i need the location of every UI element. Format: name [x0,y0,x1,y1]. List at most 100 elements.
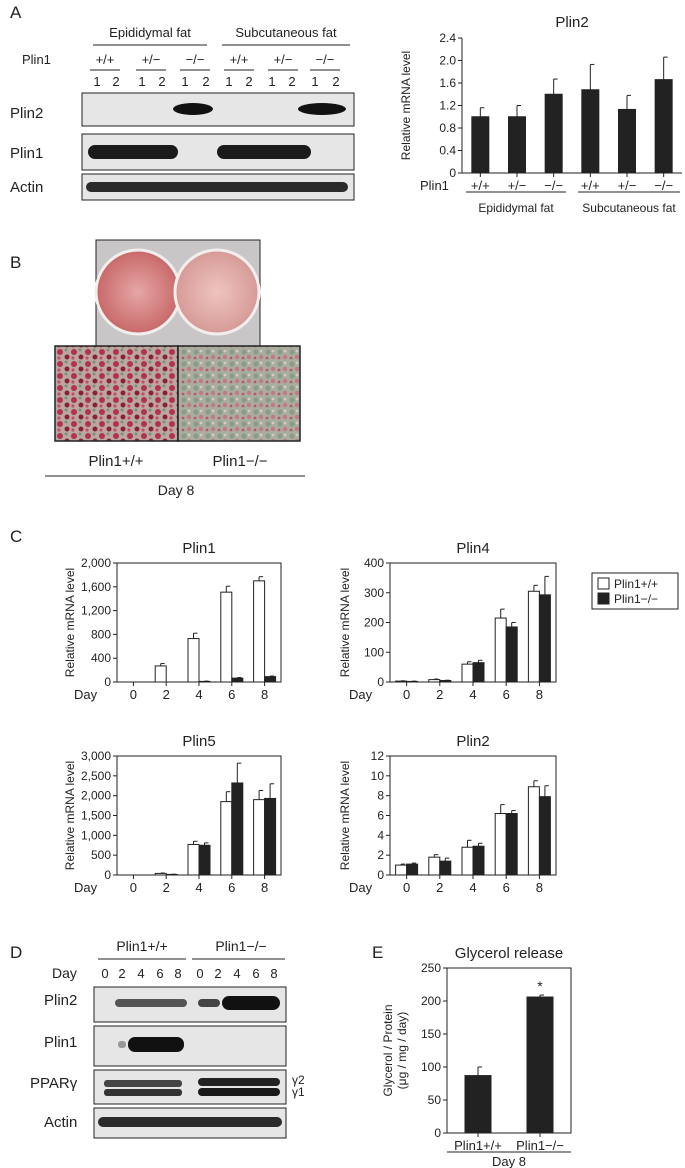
blot-d-plin1-band [128,1037,184,1052]
bar [494,617,507,683]
legend-c: Plin1+/+ Plin1−/− [591,572,679,610]
bar [439,680,452,683]
x-tick-label: 0 [130,880,137,895]
x-tick-label: 6 [228,687,235,702]
y-tick-label: 10 [371,769,385,783]
chart-title: Plin2 [555,14,588,31]
y-tick-label: 2 [377,848,384,862]
bar [395,864,408,876]
x-tick-label: 2 [163,880,170,895]
blot-a-lane: 2 [245,74,252,89]
bar [231,782,244,876]
legend-swatch-knockout [597,592,610,605]
blot-d-pparg-band-g1 [198,1088,280,1096]
bar [472,662,485,683]
y-tick-label: 1.6 [439,76,456,90]
legend-label-knockout: Plin1−/− [614,592,658,606]
bar [264,676,277,683]
y-tick-label: 0.8 [439,121,456,135]
bar [472,845,485,876]
blot-a-genotype: +/+ [230,52,249,67]
x-tick-label: Plin1−/− [516,1138,564,1153]
bar [494,813,507,876]
blot-d-day: 6 [156,966,163,981]
blot-d-day: 6 [252,966,259,981]
blot-a-lane: 2 [332,74,339,89]
y-axis-label: Relative mRNA level [399,51,413,160]
y-axis-label: Relative mRNA level [338,761,352,870]
bar [538,796,551,876]
y-tick-label: 4 [377,828,384,842]
chart-title: Plin4 [456,540,489,557]
bar [544,93,563,174]
y-tick-label: 200 [364,616,384,630]
y-tick-label: 200 [421,994,441,1008]
bar [187,638,200,683]
bar [253,580,266,683]
bar [461,663,474,683]
x-tick-label: 4 [469,687,476,702]
chart-title: Plin2 [456,733,489,750]
x-tick-label: −/− [544,178,563,193]
y-tick-label: 150 [421,1027,441,1041]
y-axis-label: Relative mRNA level [338,568,352,677]
bar [505,626,518,683]
b-label-knockout: Plin1−/− [212,453,267,470]
bar [253,799,266,876]
blot-d-day: 2 [214,966,221,981]
chart-title: Plin1 [182,540,215,557]
y-tick-label: 2,000 [81,556,111,570]
blot-d-day: 8 [270,966,277,981]
group-label: Subcutaneous fat [582,201,676,215]
y-tick-label: 0 [377,868,384,882]
blot-d-day: 0 [101,966,108,981]
bar [220,801,233,876]
blot-d-pparg-band-g1 [104,1089,182,1096]
x-axis-prefix: Day [349,880,373,895]
chart-c-plin1: Plin1 Relative mRNA level 0 400 800 1,200 1,60… [63,540,282,702]
chart-c-plin4: Plin4 Relative mRNA level 0 100 200 300 400 Day… [338,540,557,702]
bar [220,591,233,683]
dish-knockout [173,248,261,336]
blot-d-day: 0 [196,966,203,981]
group-label: Epididymal fat [478,201,554,215]
x-tick-label: 2 [436,880,443,895]
y-axis-label: Relative mRNA level [63,568,77,677]
x-axis-prefix: Day [349,687,373,702]
blot-a-plin2-band [173,103,213,115]
x-tick-label: +/+ [581,178,600,193]
blot-a-lane: 1 [93,74,100,89]
blot-a-genotype: +/− [274,52,293,67]
y-tick-label: 500 [91,848,111,862]
blot-a-lane: 2 [112,74,119,89]
blot-a-lane: 1 [181,74,188,89]
blot-d-row-plin1: Plin1 [44,1034,77,1051]
blot-a-genotype-label: Plin1 [22,52,51,67]
bar [581,89,600,174]
y-tick-label: 1,000 [81,828,111,842]
y-tick-label: 1,600 [81,580,111,594]
blot-d-group-2: Plin1−/− [215,938,266,954]
x-tick-label: 0 [130,687,137,702]
bar [527,786,540,876]
blot-d-isoform-g1: γ1 [292,1085,305,1099]
y-tick-label: 50 [428,1093,442,1107]
blot-a-row-actin: Actin [10,179,43,196]
x-axis-prefix: Plin1 [420,178,449,193]
y-tick-label: 6 [377,809,384,823]
blot-d-day: 8 [174,966,181,981]
blot-d-plin1-band [118,1041,126,1048]
y-tick-label: 1,200 [81,604,111,618]
blot-a-genotype: −/− [186,52,205,67]
x-tick-label: 4 [195,687,202,702]
y-tick-label: 400 [364,556,384,570]
bar [154,872,167,876]
dish-wild-type [94,248,182,336]
x-tick-label: 4 [195,880,202,895]
y-axis-label: Relative mRNA level [63,761,77,870]
blot-a-row-plin2: Plin2 [10,105,43,122]
y-tick-label: 0 [449,166,456,180]
bar [508,116,526,174]
x-tick-label: 0 [403,880,410,895]
